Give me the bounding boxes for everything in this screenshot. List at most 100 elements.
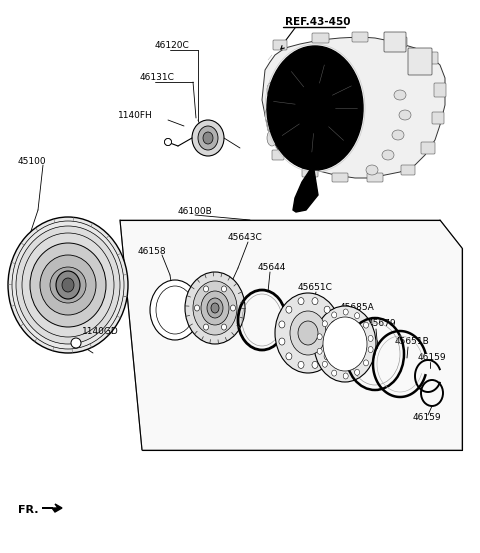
- Text: 45685A: 45685A: [340, 302, 375, 311]
- Ellipse shape: [193, 281, 237, 335]
- FancyBboxPatch shape: [408, 48, 432, 75]
- FancyBboxPatch shape: [332, 173, 348, 182]
- Text: 45651C: 45651C: [298, 283, 333, 291]
- FancyBboxPatch shape: [434, 83, 446, 97]
- FancyBboxPatch shape: [384, 32, 406, 52]
- Ellipse shape: [324, 353, 330, 360]
- Ellipse shape: [298, 321, 318, 345]
- Ellipse shape: [331, 321, 337, 328]
- Ellipse shape: [207, 298, 223, 318]
- Ellipse shape: [394, 90, 406, 100]
- Ellipse shape: [279, 321, 285, 328]
- FancyBboxPatch shape: [272, 150, 284, 160]
- Ellipse shape: [221, 324, 227, 330]
- Ellipse shape: [156, 286, 194, 334]
- Ellipse shape: [332, 312, 336, 318]
- Ellipse shape: [286, 306, 292, 313]
- Ellipse shape: [165, 138, 171, 145]
- Ellipse shape: [198, 126, 218, 150]
- Ellipse shape: [317, 348, 322, 354]
- Ellipse shape: [355, 312, 360, 319]
- Ellipse shape: [317, 334, 322, 340]
- Text: 45643C: 45643C: [228, 233, 263, 243]
- Ellipse shape: [185, 272, 245, 344]
- Polygon shape: [262, 37, 445, 178]
- Ellipse shape: [8, 217, 128, 353]
- Ellipse shape: [286, 353, 292, 360]
- Text: 46131C: 46131C: [140, 74, 175, 82]
- Text: 46158: 46158: [138, 248, 167, 257]
- Text: REF.43-450: REF.43-450: [285, 17, 350, 27]
- Ellipse shape: [323, 361, 327, 367]
- Ellipse shape: [50, 267, 86, 303]
- Text: 45644: 45644: [258, 263, 287, 273]
- Ellipse shape: [368, 347, 373, 353]
- Text: 45679: 45679: [368, 320, 396, 328]
- Ellipse shape: [192, 120, 224, 156]
- Ellipse shape: [355, 369, 360, 375]
- Ellipse shape: [40, 255, 96, 315]
- FancyBboxPatch shape: [432, 112, 444, 124]
- Ellipse shape: [323, 321, 327, 327]
- Ellipse shape: [366, 165, 378, 175]
- FancyBboxPatch shape: [401, 165, 415, 175]
- Ellipse shape: [71, 338, 81, 348]
- Ellipse shape: [62, 278, 74, 292]
- Ellipse shape: [267, 82, 277, 98]
- Text: 1140GD: 1140GD: [82, 327, 119, 336]
- Ellipse shape: [298, 298, 304, 305]
- Text: 45100: 45100: [18, 158, 47, 166]
- Ellipse shape: [368, 336, 373, 341]
- Text: 46159: 46159: [418, 353, 446, 363]
- Ellipse shape: [204, 286, 208, 292]
- Ellipse shape: [30, 243, 106, 327]
- Ellipse shape: [314, 306, 376, 382]
- FancyBboxPatch shape: [421, 142, 435, 154]
- Ellipse shape: [265, 107, 275, 123]
- Ellipse shape: [332, 370, 336, 376]
- Ellipse shape: [267, 130, 277, 146]
- FancyBboxPatch shape: [352, 32, 368, 42]
- Ellipse shape: [363, 322, 369, 328]
- Ellipse shape: [203, 132, 213, 144]
- Ellipse shape: [331, 338, 337, 345]
- Text: 46100B: 46100B: [178, 207, 213, 217]
- Ellipse shape: [165, 138, 171, 145]
- Ellipse shape: [56, 271, 80, 299]
- Text: FR.: FR.: [18, 505, 38, 515]
- FancyBboxPatch shape: [302, 168, 318, 177]
- Ellipse shape: [343, 373, 348, 379]
- FancyBboxPatch shape: [426, 52, 438, 64]
- Polygon shape: [293, 170, 318, 212]
- Ellipse shape: [150, 280, 200, 340]
- Ellipse shape: [221, 286, 227, 292]
- Polygon shape: [120, 220, 462, 450]
- Text: 45651B: 45651B: [395, 337, 430, 347]
- Ellipse shape: [211, 303, 219, 313]
- Text: 46159: 46159: [413, 414, 442, 422]
- Ellipse shape: [279, 338, 285, 345]
- Ellipse shape: [298, 361, 304, 368]
- Text: 46120C: 46120C: [155, 40, 190, 50]
- Ellipse shape: [201, 291, 229, 325]
- Ellipse shape: [275, 293, 341, 373]
- FancyBboxPatch shape: [312, 33, 329, 43]
- Ellipse shape: [382, 150, 394, 160]
- Polygon shape: [42, 504, 62, 512]
- Ellipse shape: [399, 110, 411, 120]
- Ellipse shape: [194, 305, 200, 311]
- Ellipse shape: [312, 298, 318, 305]
- Ellipse shape: [324, 306, 330, 313]
- Ellipse shape: [392, 130, 404, 140]
- Ellipse shape: [16, 226, 120, 344]
- Ellipse shape: [312, 361, 318, 368]
- FancyBboxPatch shape: [367, 173, 383, 182]
- FancyBboxPatch shape: [393, 37, 407, 47]
- Ellipse shape: [343, 309, 348, 315]
- Ellipse shape: [204, 324, 208, 330]
- Ellipse shape: [290, 311, 326, 355]
- FancyBboxPatch shape: [273, 40, 287, 50]
- Ellipse shape: [267, 46, 363, 170]
- Text: 1140FH: 1140FH: [118, 112, 153, 121]
- Ellipse shape: [363, 360, 369, 366]
